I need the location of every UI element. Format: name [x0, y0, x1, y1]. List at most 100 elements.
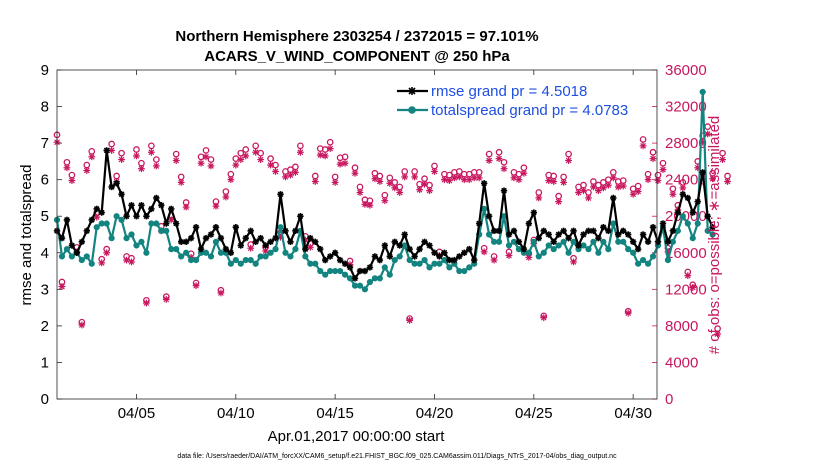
- y-tick-label: 5: [41, 208, 49, 225]
- totalspread-point: [312, 260, 319, 267]
- obs-assimilated-point: [475, 174, 483, 182]
- totalspread-point: [207, 253, 215, 260]
- obs-assimilated-point: [411, 173, 419, 181]
- obs-assimilated-point: [590, 183, 597, 191]
- rmse-point: [232, 223, 240, 231]
- rmse-point: [466, 245, 473, 253]
- rmse-point: [292, 227, 299, 235]
- rmse-point: [475, 220, 483, 227]
- rmse-point: [401, 231, 408, 238]
- obs-assimilated-point: [585, 194, 592, 202]
- legend: rmse grand pr = 4.5018 totalspread grand…: [397, 83, 628, 119]
- totalspread-point: [436, 260, 443, 267]
- obs-assimilated-point: [490, 256, 498, 264]
- rmse-point: [68, 242, 76, 249]
- obs-possible-point: [495, 148, 503, 156]
- obs-assimilated-point: [331, 179, 339, 186]
- obs-assimilated-point: [232, 161, 240, 169]
- totalspread-point: [163, 227, 170, 234]
- rmse-point: [441, 249, 448, 256]
- totalspread-point: [466, 264, 473, 271]
- totalspread-point: [615, 238, 622, 245]
- totalspread-point: [396, 253, 403, 260]
- rmse-point: [669, 227, 677, 235]
- rmse-point: [227, 249, 235, 256]
- totalspread-point: [78, 256, 85, 264]
- obs-possible-point: [242, 146, 250, 153]
- totalspread-point: [302, 253, 309, 260]
- x-tick-label: 04/25: [515, 405, 553, 422]
- rmse-point: [610, 194, 617, 202]
- totalspread-point: [183, 249, 190, 256]
- totalspread-point: [153, 220, 160, 227]
- rmse-point: [446, 256, 453, 264]
- obs-assimilated-point: [108, 147, 116, 154]
- obs-assimilated-point: [565, 157, 572, 164]
- rmse-point: [63, 216, 71, 224]
- obs-assimilated-point: [292, 168, 299, 176]
- rmse-point: [287, 238, 294, 246]
- totalspread-point: [242, 256, 249, 264]
- totalspread-point: [188, 256, 195, 264]
- totalspread-point: [58, 253, 66, 260]
- rmse-point: [302, 245, 309, 253]
- rmse-point: [331, 249, 339, 256]
- totalspread-point: [202, 249, 210, 256]
- rmse-point: [575, 242, 582, 249]
- rmse-point: [336, 256, 344, 264]
- rmse-point: [505, 231, 513, 238]
- obs-assimilated-point: [594, 187, 602, 195]
- rmse-point: [83, 227, 91, 235]
- totalspread-point: [461, 267, 468, 275]
- obs-possible-point: [232, 155, 240, 162]
- obs-assimilated-point: [639, 142, 647, 150]
- y-right-tick-label: 16000: [665, 245, 707, 262]
- rmse-point: [396, 242, 403, 249]
- totalspread-point: [341, 271, 349, 278]
- obs-assimilated-point: [88, 153, 96, 161]
- rmse-point: [237, 242, 244, 249]
- rmse-point: [247, 227, 254, 235]
- x-tick-label: 04/05: [118, 405, 156, 422]
- totalspread-point: [178, 253, 185, 260]
- totalspread-point: [332, 267, 339, 275]
- obs-assimilated-point: [570, 258, 577, 266]
- totalspread-point: [610, 220, 617, 227]
- obs-assimilated-point: [470, 174, 478, 182]
- rmse-point: [585, 227, 592, 235]
- rmse-point: [277, 191, 284, 198]
- rmse-point: [624, 231, 632, 238]
- totalspread-point: [699, 88, 706, 96]
- rmse-point: [644, 238, 652, 246]
- totalspread-point: [590, 238, 597, 245]
- obs-assimilated-point: [525, 253, 533, 261]
- obs-assimilated-point: [192, 282, 200, 290]
- obs-assimilated-point: [629, 190, 637, 198]
- obs-assimilated-point: [143, 299, 150, 307]
- obs-possible-point: [267, 155, 274, 162]
- totalspread-point: [148, 220, 155, 227]
- obs-assimilated-point: [396, 189, 404, 196]
- rmse-point: [679, 191, 687, 198]
- obs-assimilated-point: [540, 314, 548, 322]
- obs-possible-point: [649, 148, 657, 156]
- rmse-point: [550, 238, 557, 246]
- obs-assimilated-point: [599, 184, 607, 192]
- obs-assimilated-point: [689, 284, 697, 291]
- rmse-point: [242, 234, 249, 242]
- totalspread-point: [555, 242, 562, 249]
- x-ticks: 04/05 04/10 04/15 04/20 04/25 04/30: [118, 70, 652, 422]
- rmse-point: [123, 213, 130, 220]
- obs-possible-point: [152, 156, 160, 163]
- totalspread-point: [351, 282, 359, 289]
- totalspread-point: [505, 242, 513, 249]
- rmse-point: [78, 238, 86, 246]
- y-right-tick-label: 8000: [665, 318, 698, 335]
- totalspread-point: [217, 249, 225, 256]
- obs-assimilated-point: [103, 249, 111, 257]
- totalspread-point: [356, 282, 364, 289]
- obs-assimilated-point: [505, 252, 513, 259]
- y-tick-label: 6: [41, 172, 49, 189]
- y-axis-label-right: # of obs: o=possible; ∗=assimilated: [706, 116, 723, 355]
- obs-possible-point: [118, 149, 125, 157]
